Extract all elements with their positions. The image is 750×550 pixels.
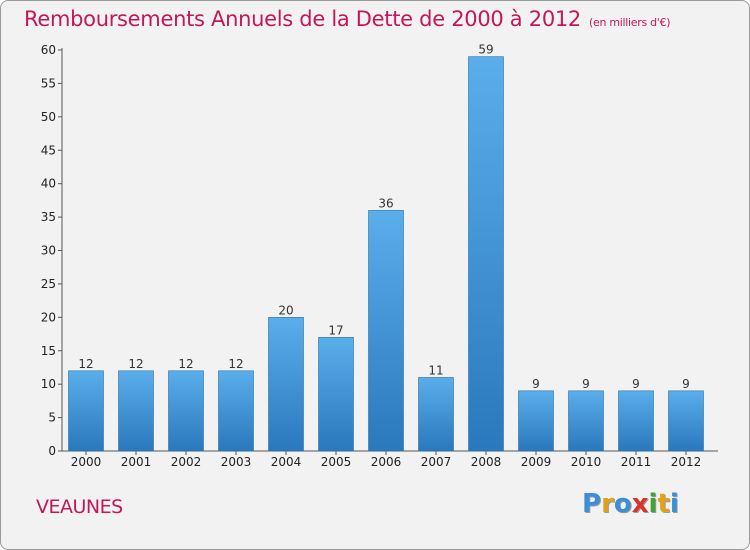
x-tick-label: 2004: [271, 455, 302, 469]
x-tick-label: 2012: [671, 455, 702, 469]
x-tick-label: 2008: [471, 455, 502, 469]
bar: [368, 210, 404, 452]
x-tick-label: 2000: [71, 455, 102, 469]
x-tick-label: 2002: [171, 455, 202, 469]
logo-letter: i: [648, 489, 658, 519]
x-tick-label: 2010: [571, 455, 602, 469]
logo-letter: r: [601, 489, 614, 519]
x-tick-label: 2001: [121, 455, 152, 469]
bar: [118, 370, 154, 452]
bar: [468, 56, 504, 452]
logo-letter: i: [669, 489, 679, 519]
data-label: 12: [78, 357, 93, 371]
x-tick-label: 2007: [421, 455, 452, 469]
data-label: 12: [128, 357, 143, 371]
bar: [318, 337, 354, 452]
x-tick-label: 2009: [521, 455, 552, 469]
data-label: 9: [582, 377, 590, 391]
bar: [618, 390, 654, 452]
commune-name: VEAUNES: [36, 496, 123, 518]
y-tick-label: 45: [41, 143, 56, 157]
proxiti-logo: Proxiti: [582, 489, 679, 519]
logo-letter: o: [613, 489, 632, 519]
x-tick-label: 2005: [321, 455, 352, 469]
data-label: 11: [428, 363, 443, 377]
chart-unit: (en milliers d'€): [589, 16, 671, 29]
data-label: 12: [228, 357, 243, 371]
y-tick-label: 35: [41, 210, 56, 224]
y-tick-label: 20: [41, 310, 56, 324]
y-tick-label: 40: [41, 177, 56, 191]
data-label: 9: [532, 377, 540, 391]
bar: [218, 370, 254, 452]
data-label: 12: [178, 357, 193, 371]
y-tick-label: 10: [41, 377, 56, 391]
bars: 12 12 12 12 20 17 36 11 59 9 9 9 9: [68, 43, 704, 452]
bar: [268, 317, 304, 452]
bar: [418, 377, 454, 452]
bar: [668, 390, 704, 452]
chart-title-text: Remboursements Annuels de la Dette de 20…: [24, 7, 581, 31]
data-label: 20: [278, 303, 293, 317]
data-label: 9: [682, 377, 690, 391]
bar: [168, 370, 204, 452]
bar: [518, 390, 554, 452]
data-label: 9: [632, 377, 640, 391]
logo-letter: P: [582, 489, 602, 519]
y-tick-label: 0: [48, 444, 56, 458]
bar: [68, 370, 104, 452]
y-tick-label: 15: [41, 344, 56, 358]
y-tick-label: 30: [41, 244, 56, 258]
data-label: 59: [478, 43, 493, 57]
y-tick-label: 50: [41, 110, 56, 124]
chart-title: Remboursements Annuels de la Dette de 20…: [24, 7, 670, 31]
logo-letter: t: [657, 489, 670, 519]
x-tick-label: 2011: [621, 455, 652, 469]
y-tick-label: 5: [48, 411, 56, 425]
y-tick-label: 25: [41, 277, 56, 291]
y-tick-label: 60: [41, 43, 56, 57]
bar: [568, 390, 604, 452]
data-label: 17: [328, 323, 343, 337]
y-tick-label: 55: [41, 76, 56, 90]
x-tick-label: 2006: [371, 455, 402, 469]
data-label: 36: [378, 196, 393, 210]
x-tick-label: 2003: [221, 455, 252, 469]
logo-letter: x: [631, 489, 649, 519]
